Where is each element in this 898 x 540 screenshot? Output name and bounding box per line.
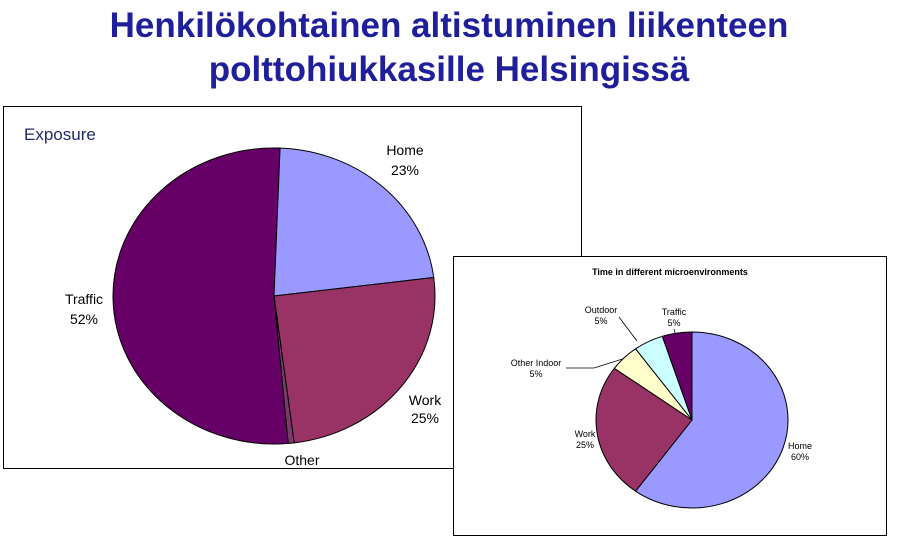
pie1-label-traffic-value: 52% <box>70 311 98 327</box>
time-pie-svg: Time in different microenvironments Outd… <box>511 267 812 509</box>
pie1-label-work-name: Work <box>409 392 442 408</box>
pie1-label-other-name: Other <box>284 452 319 468</box>
pie1-label-home-value: 23% <box>391 162 419 178</box>
pie2-slice-home <box>634 331 789 509</box>
exposure-chart-title: Exposure <box>24 125 96 144</box>
pie1-label-work-value: 25% <box>411 410 439 426</box>
pie2-label-outdoor-value: 5% <box>594 316 607 326</box>
slide-title: Henkilökohtainen altistuminen liikenteen… <box>0 4 898 92</box>
pie2-leader-outdoor <box>618 316 638 342</box>
pie2-label-home-name: Home <box>788 441 812 451</box>
time-chart-title: Time in different microenvironments <box>592 267 748 277</box>
pie1-slice-work <box>273 276 436 444</box>
pie2-slice-work <box>595 367 693 492</box>
pie2-label-other-indoor-value: 5% <box>529 369 542 379</box>
pie2-label-traffic-name: Traffic <box>662 307 687 317</box>
pie1-label-traffic-name: Traffic <box>65 291 103 307</box>
slide-title-line-2: polttohiukkasille Helsingissä <box>208 50 690 89</box>
pie1-slice-traffic <box>112 147 289 445</box>
slide-title-line-1: Henkilökohtainen altistuminen liikenteen <box>109 6 789 45</box>
pie2-label-work-value: 25% <box>576 440 594 450</box>
time-microenvironments-chart: Time in different microenvironments Outd… <box>453 256 887 536</box>
pie1-label-home-name: Home <box>386 142 424 158</box>
pie2-label-home-value: 60% <box>791 452 809 462</box>
pie1-slice-home <box>273 147 435 297</box>
pie2-label-traffic-value: 5% <box>667 318 680 328</box>
pie2-slice-traffic <box>661 331 693 421</box>
exposure-pie-svg: Exposure Home 23% Work 25% Other Traffic… <box>24 125 442 468</box>
pie2-label-outdoor-name: Outdoor <box>585 305 618 315</box>
pie2-label-other-indoor-name: Other Indoor <box>511 358 562 368</box>
pie2-label-work-name: Work <box>575 429 596 439</box>
pie2-leader-other-indoor <box>566 355 633 369</box>
